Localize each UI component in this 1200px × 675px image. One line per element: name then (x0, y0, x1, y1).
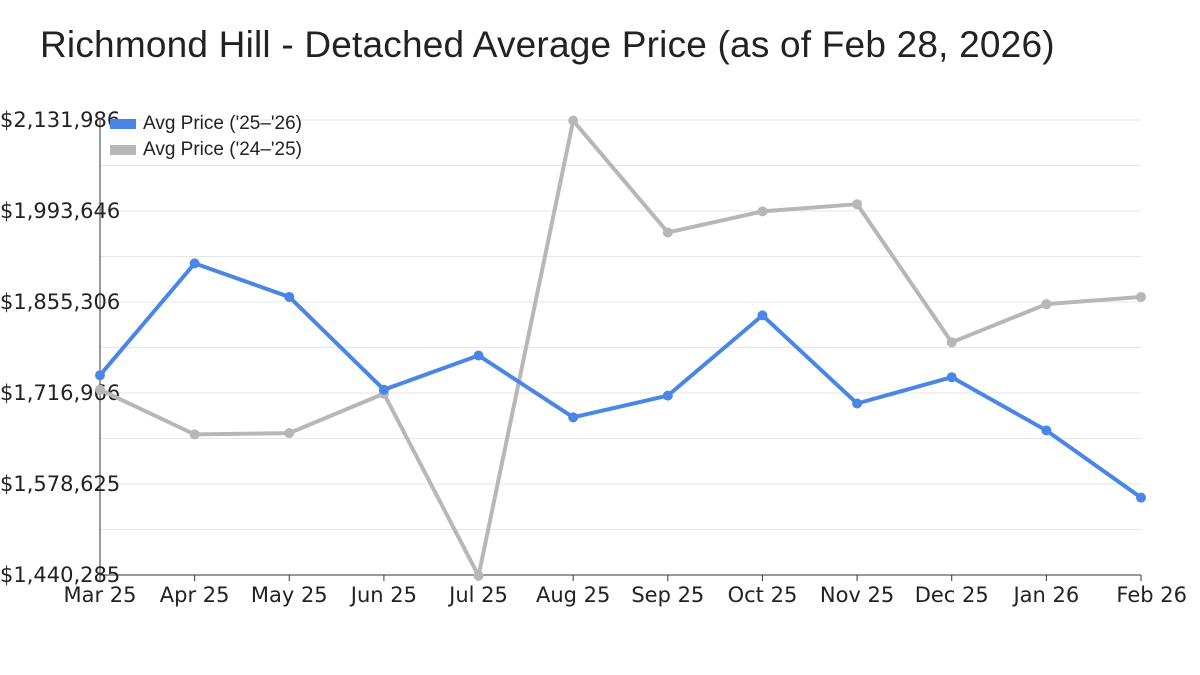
data-point[interactable] (1136, 291, 1146, 302)
series-previous (95, 115, 1146, 581)
legend-item-current[interactable]: Avg Price ('25–'26) (110, 111, 302, 137)
data-point[interactable] (662, 390, 673, 401)
y-tick-label: $2,131,986 (0, 108, 120, 132)
data-point[interactable] (662, 227, 673, 238)
x-tick-labels: Mar 25 Apr 25 May 25 Jun 25 Jul 25 Aug 25 Sep … (63, 575, 1187, 607)
data-point[interactable] (189, 258, 200, 269)
data-point[interactable] (568, 115, 579, 126)
x-tick-label: Apr 25 (160, 583, 230, 607)
series-line (98, 118, 1143, 578)
legend-label-previous: Avg Price ('24–'25) (143, 139, 302, 160)
data-point[interactable] (1041, 425, 1052, 436)
data-point[interactable] (757, 310, 768, 321)
data-point[interactable] (946, 372, 957, 383)
legend-label-current: Avg Price ('25–'26) (143, 113, 302, 134)
data-point[interactable] (568, 412, 579, 423)
x-tick-label: Feb 26 (1116, 583, 1187, 607)
x-tick-label: Jan 26 (1011, 583, 1079, 607)
data-point[interactable] (284, 291, 295, 302)
x-tick-label: Jun 25 (349, 583, 417, 607)
y-tick-label: $1,993,646 (0, 199, 120, 223)
y-tick-label: $1,855,306 (0, 290, 120, 314)
x-tick-label: Aug 25 (536, 583, 610, 607)
data-point[interactable] (95, 370, 105, 381)
data-point[interactable] (1041, 299, 1052, 310)
data-point[interactable] (852, 199, 863, 210)
data-point[interactable] (378, 384, 389, 395)
data-point[interactable] (473, 350, 484, 361)
data-point[interactable] (95, 384, 105, 395)
legend: Avg Price ('25–'26) Avg Price ('24–'25) (110, 111, 302, 163)
axes (99, 120, 1141, 576)
chart-title: Richmond Hill - Detached Average Price (… (40, 24, 1055, 65)
data-point[interactable] (757, 206, 768, 217)
legend-swatch-current (110, 119, 136, 129)
x-tick-label: Sep 25 (631, 583, 704, 607)
x-tick-label: Dec 25 (915, 583, 989, 607)
data-point[interactable] (1136, 492, 1146, 503)
gridlines (100, 119, 1141, 576)
x-tick-label: Oct 25 (728, 583, 798, 607)
data-point[interactable] (284, 428, 295, 439)
x-tick-label: Mar 25 (63, 583, 136, 607)
legend-item-previous[interactable]: Avg Price ('24–'25) (110, 137, 302, 163)
y-tick-label: $1,578,625 (0, 472, 120, 496)
data-point[interactable] (946, 337, 957, 348)
series (95, 115, 1146, 581)
series-current (95, 258, 1146, 503)
data-point[interactable] (189, 429, 200, 440)
data-point[interactable] (473, 570, 484, 581)
x-tick-label: Nov 25 (820, 583, 894, 607)
data-point[interactable] (852, 398, 863, 409)
legend-swatch-previous (110, 145, 136, 155)
series-line (98, 261, 1143, 500)
x-tick-label: May 25 (251, 583, 328, 607)
x-tick-label: Jul 25 (447, 583, 508, 607)
